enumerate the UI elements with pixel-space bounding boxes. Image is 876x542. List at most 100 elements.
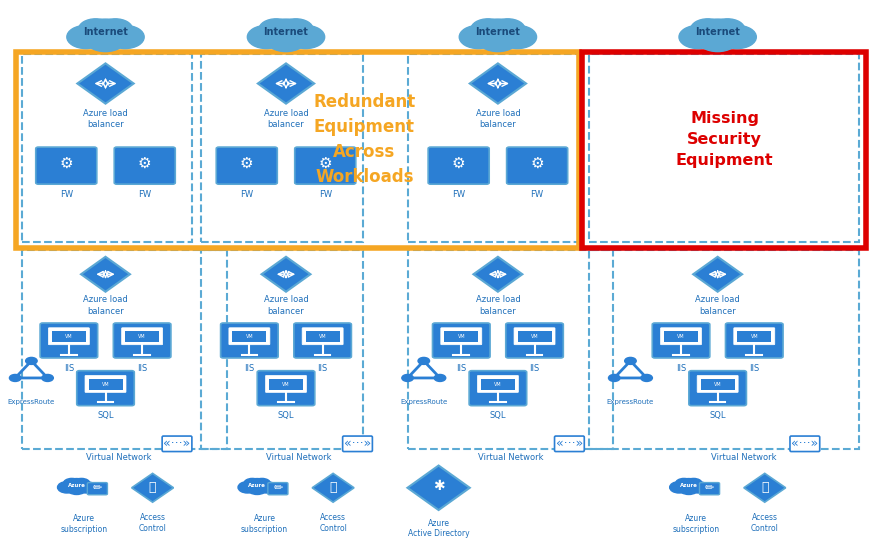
Circle shape bbox=[247, 482, 267, 494]
Circle shape bbox=[676, 479, 701, 493]
Text: «···»: «···» bbox=[791, 437, 818, 450]
Text: SQL: SQL bbox=[490, 411, 506, 421]
Text: ExpressRoute: ExpressRoute bbox=[8, 399, 55, 405]
Circle shape bbox=[710, 19, 745, 40]
FancyBboxPatch shape bbox=[470, 371, 526, 405]
FancyBboxPatch shape bbox=[444, 332, 478, 342]
Circle shape bbox=[685, 479, 703, 489]
Circle shape bbox=[238, 482, 257, 493]
FancyBboxPatch shape bbox=[661, 328, 702, 345]
Circle shape bbox=[675, 479, 692, 489]
FancyBboxPatch shape bbox=[505, 323, 563, 358]
Circle shape bbox=[65, 479, 88, 493]
Circle shape bbox=[253, 479, 271, 489]
Text: ⚙: ⚙ bbox=[452, 156, 465, 171]
Circle shape bbox=[106, 25, 145, 49]
Circle shape bbox=[693, 19, 743, 49]
Text: ✏: ✏ bbox=[273, 482, 283, 493]
Bar bbox=[22, 250, 227, 449]
Text: Azure: Azure bbox=[67, 483, 86, 488]
Circle shape bbox=[98, 19, 132, 40]
Text: «···»: «···» bbox=[555, 437, 583, 450]
Text: Virtual Network: Virtual Network bbox=[266, 453, 332, 462]
Circle shape bbox=[58, 482, 76, 493]
FancyBboxPatch shape bbox=[477, 376, 519, 392]
FancyBboxPatch shape bbox=[725, 323, 783, 358]
FancyBboxPatch shape bbox=[306, 332, 340, 342]
Text: Azure load
balancer: Azure load balancer bbox=[476, 295, 520, 315]
Text: IIS: IIS bbox=[676, 364, 686, 373]
FancyBboxPatch shape bbox=[481, 379, 515, 390]
Text: Azure load
balancer: Azure load balancer bbox=[264, 295, 308, 315]
Text: «···»: «···» bbox=[344, 437, 371, 450]
FancyBboxPatch shape bbox=[40, 323, 97, 358]
Circle shape bbox=[245, 479, 270, 493]
FancyBboxPatch shape bbox=[738, 332, 771, 342]
Text: «···»: «···» bbox=[164, 437, 191, 450]
Text: Azure load
balancer: Azure load balancer bbox=[83, 295, 128, 315]
Circle shape bbox=[261, 19, 311, 49]
Text: ⚙: ⚙ bbox=[530, 156, 544, 171]
FancyBboxPatch shape bbox=[77, 371, 134, 405]
Polygon shape bbox=[77, 63, 134, 104]
Bar bbox=[589, 250, 858, 449]
Text: Azure load
balancer: Azure load balancer bbox=[264, 109, 308, 129]
Polygon shape bbox=[693, 257, 742, 292]
Text: Azure
Active Directory: Azure Active Directory bbox=[408, 519, 470, 538]
Circle shape bbox=[625, 357, 636, 364]
Bar bbox=[22, 54, 192, 242]
Bar bbox=[201, 54, 363, 242]
Polygon shape bbox=[81, 257, 130, 292]
Circle shape bbox=[259, 19, 293, 40]
Text: ✱: ✱ bbox=[433, 479, 444, 493]
Polygon shape bbox=[473, 257, 522, 292]
Polygon shape bbox=[312, 473, 354, 502]
Text: Internet: Internet bbox=[696, 27, 740, 37]
Text: SQL: SQL bbox=[278, 411, 294, 421]
Circle shape bbox=[10, 375, 21, 382]
Text: Internet: Internet bbox=[264, 27, 308, 37]
Circle shape bbox=[718, 25, 756, 49]
Text: Access
Control: Access Control bbox=[138, 513, 166, 533]
Circle shape bbox=[491, 19, 525, 40]
Circle shape bbox=[697, 27, 738, 51]
Text: 🔑: 🔑 bbox=[149, 481, 156, 494]
Text: Azure load
balancer: Azure load balancer bbox=[696, 295, 740, 315]
Text: VM: VM bbox=[245, 334, 253, 339]
Text: Virtual Network: Virtual Network bbox=[711, 453, 776, 462]
Text: FW: FW bbox=[60, 190, 73, 199]
FancyBboxPatch shape bbox=[269, 379, 303, 390]
Text: VM: VM bbox=[138, 334, 146, 339]
Text: FW: FW bbox=[319, 190, 332, 199]
Bar bbox=[201, 250, 363, 449]
Text: VM: VM bbox=[714, 382, 722, 387]
Text: SQL: SQL bbox=[97, 411, 114, 421]
Text: FW: FW bbox=[138, 190, 152, 199]
Circle shape bbox=[609, 375, 620, 382]
Bar bbox=[583, 51, 865, 248]
Text: ✏: ✏ bbox=[705, 482, 714, 493]
Circle shape bbox=[641, 375, 653, 382]
Text: VM: VM bbox=[457, 334, 465, 339]
Text: ⚙: ⚙ bbox=[319, 156, 332, 171]
Circle shape bbox=[79, 19, 113, 40]
Text: VM: VM bbox=[65, 334, 73, 339]
FancyBboxPatch shape bbox=[697, 376, 738, 392]
Text: VM: VM bbox=[494, 382, 502, 387]
Circle shape bbox=[81, 19, 131, 49]
FancyBboxPatch shape bbox=[653, 323, 710, 358]
Circle shape bbox=[402, 375, 413, 382]
Text: IIS: IIS bbox=[317, 364, 328, 373]
Text: Azure
subscription: Azure subscription bbox=[60, 514, 108, 534]
FancyBboxPatch shape bbox=[229, 328, 270, 345]
FancyBboxPatch shape bbox=[113, 323, 171, 358]
Circle shape bbox=[679, 25, 717, 49]
Polygon shape bbox=[262, 257, 310, 292]
Text: Internet: Internet bbox=[83, 27, 128, 37]
FancyBboxPatch shape bbox=[125, 332, 159, 342]
FancyBboxPatch shape bbox=[122, 328, 163, 345]
Bar bbox=[589, 54, 858, 242]
FancyBboxPatch shape bbox=[441, 328, 482, 345]
FancyBboxPatch shape bbox=[433, 323, 490, 358]
Circle shape bbox=[477, 27, 519, 51]
